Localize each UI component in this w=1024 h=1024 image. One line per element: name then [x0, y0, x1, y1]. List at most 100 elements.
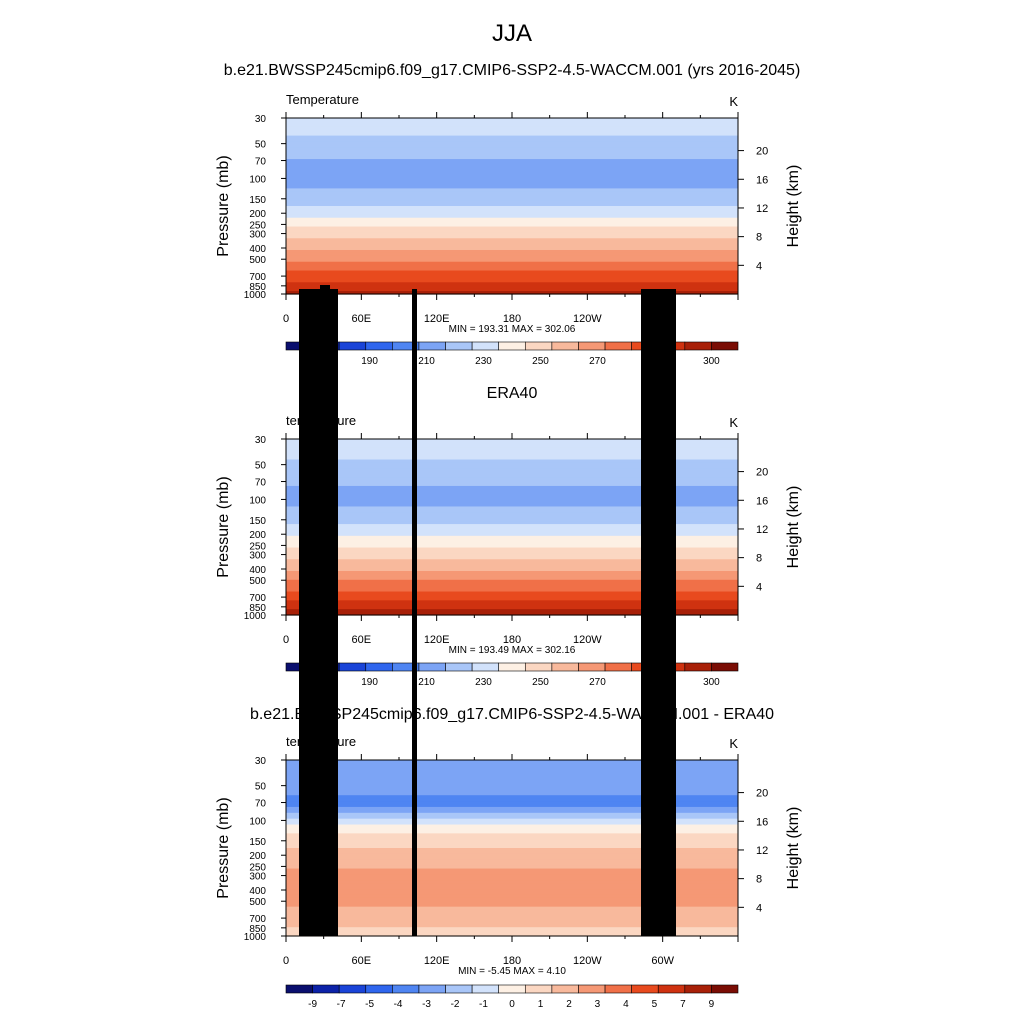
- contour-band: [286, 494, 738, 499]
- colorbar: -9 -7 -5 -4 -3 -2 -1 0 1 2 3 4 5 7 9: [285, 984, 739, 1010]
- contour-band: [286, 842, 738, 846]
- pressure-tick-label: 300: [249, 551, 266, 562]
- contour-band: [286, 565, 738, 569]
- contour-band: [286, 261, 738, 266]
- pressure-tick-label: 500: [249, 897, 266, 908]
- colorbar-swatch: [498, 662, 526, 672]
- pressure-tick-label: 150: [249, 195, 266, 206]
- pressure-tick-label: 400: [249, 886, 266, 897]
- contour-band: [286, 264, 738, 269]
- colorbar-label: 300: [703, 356, 720, 367]
- contour-band: [286, 200, 738, 204]
- contour-band: [286, 503, 738, 508]
- colorbar-label: 300: [703, 677, 720, 688]
- pressure-tick-label: 100: [249, 816, 266, 827]
- panel-title-obs: ERA40: [486, 385, 538, 402]
- colorbar-swatch: [631, 984, 659, 994]
- contour-band: [286, 906, 738, 911]
- contour-band: [286, 138, 738, 143]
- pressure-tick-label: 30: [255, 114, 267, 125]
- colorbar-swatch: [338, 984, 367, 994]
- contour-band: [286, 285, 738, 289]
- contour-band: [286, 762, 738, 767]
- contour-band: [286, 506, 738, 510]
- contour-band: [286, 795, 738, 799]
- contour-band: [286, 232, 738, 236]
- height-tick-label: 12: [756, 845, 768, 857]
- contour-band: [286, 856, 738, 861]
- colorbar-label: 270: [589, 356, 606, 367]
- contour-band: [286, 538, 738, 543]
- contour-band: [286, 900, 738, 905]
- contour-band: [286, 547, 738, 552]
- contour-band: [286, 559, 738, 563]
- contour-band: [286, 279, 738, 283]
- colorbar-label: 250: [532, 677, 549, 688]
- height-tick-label: 16: [756, 174, 768, 186]
- contour-panel-2: temperatureK060E120E180120W60W3050701001…: [215, 413, 802, 688]
- contour-band: [286, 597, 738, 601]
- pressure-tick-label: 700: [249, 272, 266, 283]
- pressure-tick-label: 500: [249, 576, 266, 587]
- contour-band: [286, 801, 738, 805]
- colorbar-swatch: [551, 341, 579, 351]
- variable-label: temperature: [286, 734, 356, 749]
- contour-band: [286, 191, 738, 195]
- pressure-tick-label: 50: [255, 461, 267, 472]
- contour-fill: [286, 439, 738, 616]
- contour-band: [286, 465, 738, 469]
- contour-band: [286, 255, 738, 260]
- colorbar-swatch: [711, 984, 739, 994]
- contour-band: [286, 159, 738, 163]
- contour-band: [286, 848, 738, 852]
- contour-band: [286, 909, 738, 914]
- min-max-stats: MIN = 193.31 MAX = 302.06: [449, 324, 576, 335]
- topography-block: [320, 285, 330, 936]
- pressure-tick-label: 250: [249, 220, 266, 231]
- contour-band: [286, 453, 738, 458]
- pressure-tick-label: 400: [249, 244, 266, 255]
- height-tick-label: 8: [756, 553, 762, 565]
- colorbar-swatch: [445, 341, 473, 351]
- colorbar-swatch: [471, 984, 500, 994]
- contour-band: [286, 541, 738, 546]
- contour-band: [286, 129, 738, 134]
- contour-band: [286, 197, 738, 201]
- contour-band: [286, 144, 738, 148]
- height-axis: 20 16 12 8 4 Height (km): [738, 146, 802, 272]
- contour-band: [286, 250, 738, 254]
- contour-band: [286, 141, 738, 145]
- colorbar-swatch: [578, 662, 606, 672]
- colorbar-swatch: [524, 662, 553, 672]
- height-axis-label: Height (km): [785, 807, 802, 890]
- contour-panel-3: temperature K0 60E 120E 180 120W 60W3050701001…: [215, 285, 802, 1010]
- colorbar-label: 2: [566, 999, 572, 1010]
- contour-band: [286, 824, 738, 829]
- topography-block: [412, 289, 417, 936]
- contour-band: [286, 921, 738, 925]
- x-tick-label: 120E: [424, 634, 450, 646]
- contour-band: [286, 509, 738, 513]
- contour-band: [286, 886, 738, 890]
- contour-band: [286, 865, 738, 870]
- height-tick-label: 4: [756, 902, 762, 914]
- contour-band: [286, 173, 738, 178]
- contour-band: [286, 164, 738, 169]
- contour-band: [286, 897, 738, 902]
- colorbar-label: -9: [308, 999, 317, 1010]
- contour-band: [286, 468, 738, 472]
- figure-title: JJA: [491, 20, 532, 47]
- colorbar-label: 1: [538, 999, 544, 1010]
- contour-band: [286, 862, 738, 867]
- x-tick-label: 60E: [352, 313, 372, 325]
- colorbar-swatch: [524, 341, 553, 351]
- colorbar-swatch: [711, 341, 739, 351]
- contour-band: [286, 845, 738, 849]
- colorbar-label: -7: [337, 999, 346, 1010]
- contour-panel-1: TemperatureK060E120E180120W60W3050701001…: [215, 92, 802, 367]
- contour-band: [286, 524, 738, 528]
- contour-band: [286, 868, 738, 873]
- x-tick-label: 180: [503, 634, 521, 646]
- contour-fill: [286, 118, 738, 295]
